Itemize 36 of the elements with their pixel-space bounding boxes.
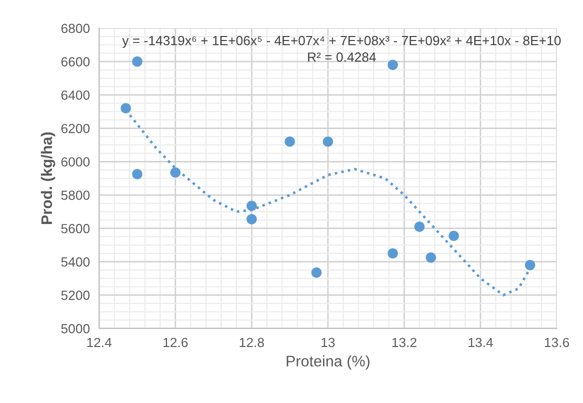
- x-tick-label: 12.6: [164, 338, 188, 348]
- x-tick-label: 13: [322, 338, 335, 348]
- point: [322, 136, 334, 147]
- point: [284, 136, 295, 147]
- point: [414, 222, 425, 232]
- y-tick-label: 5400: [61, 257, 90, 267]
- point: [170, 167, 181, 178]
- point: [388, 60, 398, 70]
- y-tick-label: 6200: [61, 124, 90, 134]
- annotation: R² = 0.4284: [308, 52, 376, 62]
- point: [524, 260, 536, 270]
- y-tick-label: 5200: [61, 290, 90, 300]
- y-axis-title: Prod. (kg/ha): [40, 132, 56, 224]
- y-tick-label: 6000: [61, 157, 90, 167]
- y-tick-label: 5600: [61, 224, 90, 234]
- point: [246, 200, 257, 211]
- y-tick-label: 6400: [61, 90, 90, 100]
- point: [426, 252, 436, 263]
- y-tick-label: 5800: [61, 190, 90, 200]
- x-tick-label: 13.2: [392, 338, 416, 348]
- point: [132, 56, 142, 67]
- x-tick-label: 13.6: [544, 338, 570, 348]
- point: [132, 169, 142, 180]
- point: [448, 230, 459, 242]
- x-tick-label: 12.8: [240, 338, 264, 348]
- point: [388, 248, 398, 259]
- annotation: y = -14319x⁶ + 1E+06x⁵ - 4E+07x⁴ + 7E+08x³ - 7E+09x² + 4E+10x - 8E+10: [122, 36, 561, 48]
- point: [246, 214, 257, 224]
- y-tick-label: 6600: [61, 57, 90, 66]
- x-axis-title: Proteina (%): [286, 355, 370, 370]
- y-tick-label: 6800: [61, 24, 90, 34]
- x-tick-label: 12.4: [87, 338, 112, 348]
- y-tick-label: 5000: [61, 324, 90, 334]
- x-tick-label: 13.4: [468, 338, 493, 348]
- point: [120, 103, 131, 114]
- point: [311, 267, 322, 278]
